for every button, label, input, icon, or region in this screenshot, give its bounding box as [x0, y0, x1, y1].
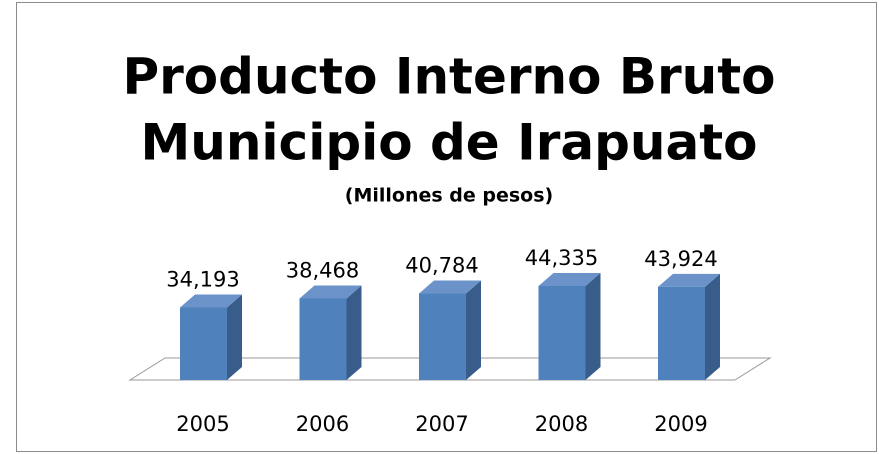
- bar-side: [466, 280, 481, 380]
- bar-top: [180, 294, 242, 308]
- chart-title: Municipio de Irapuato: [140, 114, 757, 172]
- value-label: 43,924: [644, 247, 717, 271]
- x-tick-label: 2005: [176, 412, 229, 436]
- bar-top: [538, 273, 601, 286]
- x-tick-label: 2009: [654, 412, 707, 436]
- x-tick-label: 2008: [535, 412, 588, 436]
- value-label: 34,193: [166, 268, 239, 292]
- bar-side: [227, 294, 242, 380]
- bar: [419, 293, 466, 380]
- value-label: 40,784: [405, 254, 478, 278]
- x-tick-label: 2006: [296, 412, 349, 436]
- value-label: 38,468: [286, 258, 359, 282]
- bar-top: [419, 280, 481, 294]
- chart-subtitle: (Millones de pesos): [345, 185, 553, 207]
- bar: [180, 307, 227, 380]
- bar: [299, 298, 347, 380]
- value-label: 44,335: [525, 246, 598, 270]
- bar: [538, 286, 586, 380]
- chart-title: Producto Interno Bruto: [123, 48, 776, 106]
- bar-side: [346, 285, 362, 380]
- x-tick-label: 2007: [415, 412, 468, 436]
- bar-top: [658, 273, 720, 287]
- bar: [658, 286, 705, 380]
- bar-top: [299, 285, 362, 299]
- bar-side: [705, 273, 720, 380]
- bar-side: [585, 273, 601, 380]
